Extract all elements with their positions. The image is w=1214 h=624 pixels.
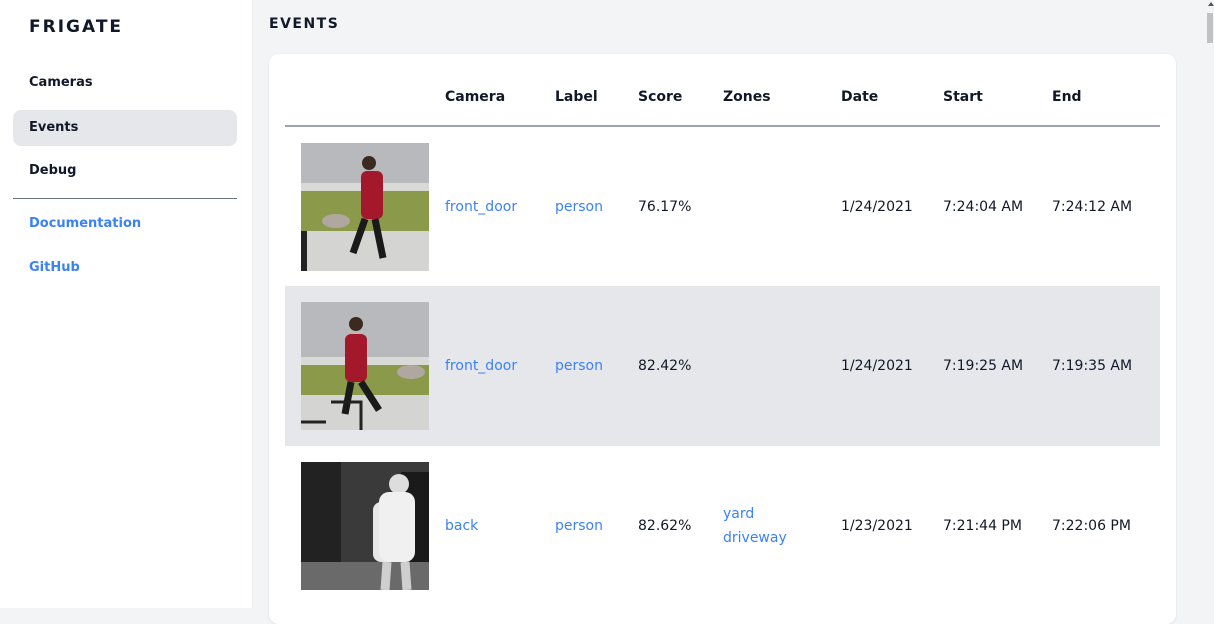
date: 1/23/2021 [841, 518, 913, 534]
date: 1/24/2021 [841, 286, 943, 446]
sidebar-divider [13, 198, 237, 199]
label-link[interactable]: person [555, 286, 638, 446]
scrollbar-thumb[interactable] [1207, 13, 1213, 43]
col-thumbnail [285, 54, 445, 127]
sidebar-link-github[interactable]: GitHub [29, 260, 80, 275]
zones: yard driveway [723, 446, 841, 606]
score: 82.62% [638, 518, 692, 534]
sidebar-item-cameras[interactable]: Cameras [29, 75, 93, 90]
camera-link[interactable]: front_door [445, 198, 518, 215]
sidebar-item-debug[interactable]: Debug [29, 163, 77, 178]
col-camera: Camera [445, 54, 555, 127]
sidebar-item-events[interactable]: Events [13, 110, 237, 146]
scroll-up-icon[interactable] [1208, 2, 1214, 6]
event-thumbnail[interactable] [301, 142, 429, 271]
table-header: Camera Label Score Zones Date Start End [285, 54, 1160, 127]
col-score: Score [638, 54, 723, 127]
zone-link[interactable]: yard [723, 506, 755, 522]
col-label: Label [555, 54, 638, 127]
table-row[interactable]: front_door person 76.17% 1/24/2021 7:24:… [285, 126, 1160, 286]
zones [723, 126, 841, 286]
event-thumbnail[interactable] [301, 302, 429, 430]
score: 76.17% [638, 198, 692, 215]
page-title: EVENTS [269, 16, 340, 32]
zones [723, 286, 841, 446]
end-time: 7:19:35 AM [1052, 286, 1160, 446]
table-row[interactable]: back person 82.62% yard driveway 1/23/202… [285, 446, 1160, 606]
camera-link[interactable]: front_door [445, 286, 555, 446]
col-date: Date [841, 54, 943, 127]
start-time: 7:21:44 PM [943, 518, 1022, 534]
label-link[interactable]: person [555, 198, 603, 215]
end-time: 7:24:12 AM [1052, 198, 1133, 215]
label-link[interactable]: person [555, 518, 603, 534]
col-start: Start [943, 54, 1052, 127]
date: 1/24/2021 [841, 198, 913, 215]
zone-link[interactable]: driveway [723, 530, 787, 546]
col-end: End [1052, 54, 1160, 127]
app-logo[interactable]: FRIGATE [29, 17, 124, 37]
events-table: Camera Label Score Zones Date Start End … [285, 54, 1160, 606]
table-row[interactable]: front_door person 82.42% 1/24/2021 7:19:… [285, 286, 1160, 446]
start-time: 7:24:04 AM [943, 198, 1024, 215]
scrollbar[interactable] [1204, 0, 1214, 608]
start-time: 7:19:25 AM [943, 286, 1052, 446]
col-zones: Zones [723, 54, 841, 127]
events-card: Camera Label Score Zones Date Start End … [269, 54, 1176, 624]
score: 82.42% [638, 286, 723, 446]
event-thumbnail[interactable] [301, 462, 429, 590]
sidebar-link-documentation[interactable]: Documentation [29, 216, 142, 231]
sidebar: FRIGATE Cameras Events Debug Documentati… [0, 0, 253, 608]
camera-link[interactable]: back [445, 518, 479, 534]
end-time: 7:22:06 PM [1052, 518, 1131, 534]
